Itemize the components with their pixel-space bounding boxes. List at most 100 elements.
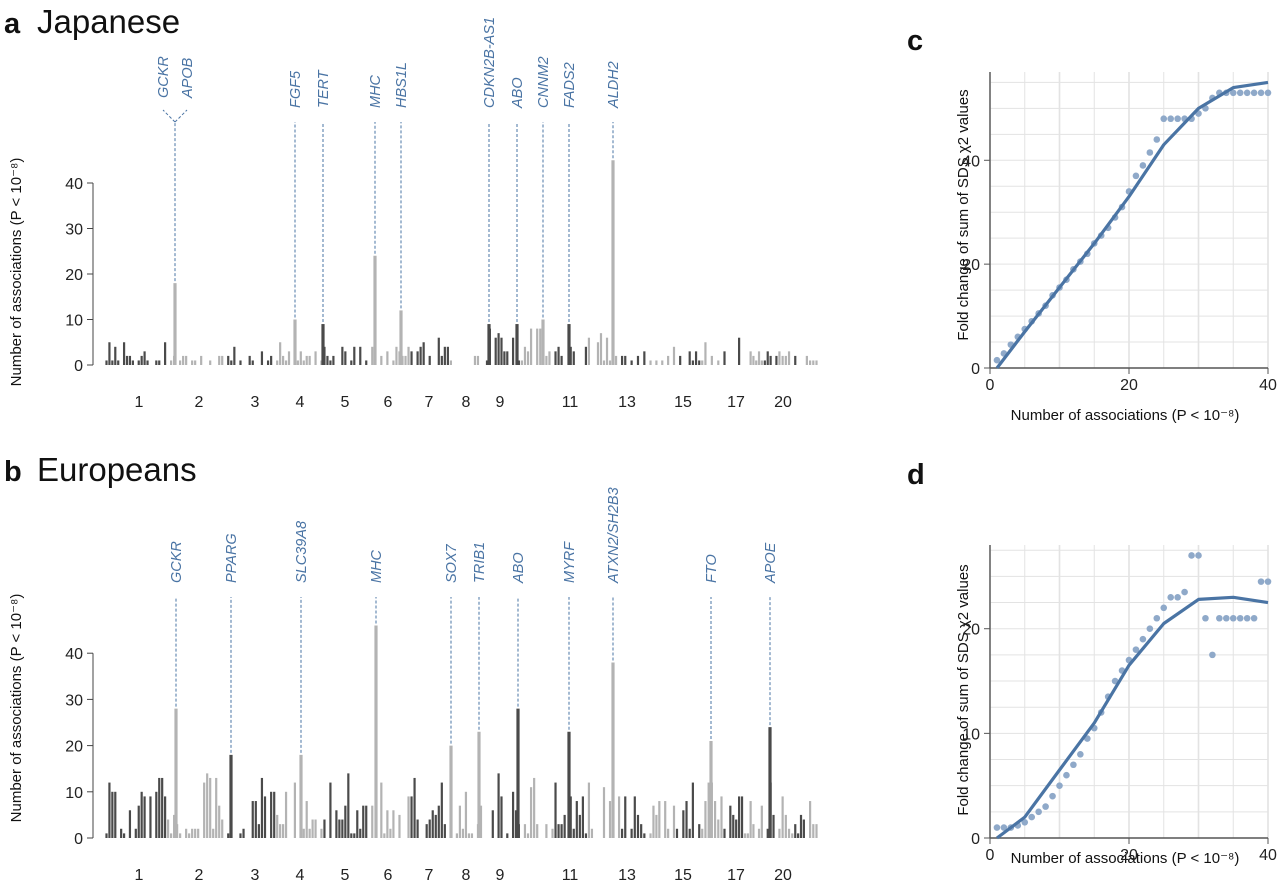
x-tick-label: 15 [674,867,692,884]
gene-label: FGF5 [288,70,304,108]
gene-label: HBS1L [394,62,410,108]
data-point [1236,614,1244,622]
x-tick-label: 13 [618,867,636,884]
panel-d-letter: d [907,459,925,491]
data-point [1236,89,1244,97]
data-point [1223,614,1230,622]
x-tick-label: 6 [384,867,393,884]
x-tick-label: 4 [296,394,305,411]
data-point [1229,614,1237,622]
panel-a-title: Japanese [37,3,180,40]
x-tick-label: 3 [251,867,260,884]
y-tick-label: 30 [65,222,83,239]
data-point [1257,89,1265,97]
gene-connector [174,109,188,123]
x-tick-label: 8 [462,867,471,884]
gene-label: GCKR [169,541,185,583]
x-tick-label: 8 [462,394,471,411]
panel-a-manhattan: 0 10 20 30 40 GCKR APOB FGF5 TERT MHC HBS1L CDKN2B-… [65,17,818,411]
x-tick-label: 4 [296,867,305,884]
x-tick-label: 1 [135,867,144,884]
gene-label: CNNM2 [536,56,552,108]
data-point [1264,89,1272,97]
y-tick-label: 40 [65,176,83,193]
x-tick-label: 0 [986,847,995,864]
panel-c-letter: c [907,25,923,57]
y-tick-label: 20 [962,257,980,274]
x-tick-label: 2 [195,394,204,411]
data-point [1250,89,1258,97]
data-point [1195,552,1202,559]
data-point [1216,614,1223,622]
data-point [1132,172,1140,180]
y-tick-label: 40 [65,646,83,663]
y-tick-label: 0 [971,361,980,378]
y-tick-label: 20 [962,622,980,639]
data-point [1243,89,1251,97]
x-tick-label: 7 [425,867,434,884]
gene-label: ABO [510,77,526,109]
x-tick-label: 20 [774,394,792,411]
data-point [1035,808,1042,816]
y-tick-label: 0 [971,831,980,848]
x-tick-label: 11 [562,394,579,411]
x-tick-label: 2 [195,867,204,884]
data-point [993,356,1001,364]
data-point [1160,115,1168,123]
data-point [1146,625,1154,633]
x-tick-label: 17 [727,867,745,884]
y-tick-label: 10 [962,726,980,743]
gene-label: FTO [704,554,720,583]
y-tick-label: 20 [65,739,83,756]
panel-c-xlabel: Number of associations (P < 10⁻⁸) [1011,407,1240,424]
x-tick-label: 11 [562,867,579,884]
data-point [1202,614,1209,622]
y-tick-label: 10 [65,785,83,802]
gene-label: ATXN2/SH2B3 [606,487,622,584]
gene-label: ABO [511,552,527,584]
data-point [1174,115,1181,123]
gene-label: APOE [763,542,779,584]
fit-line [995,80,1269,369]
data-point [1153,136,1161,143]
x-tick-label: 17 [727,394,745,411]
x-tick-label: 15 [674,394,692,411]
gene-label: MHC [369,549,385,583]
panel-c-ylabel: Fold change of sum of SDS χ2 values [955,89,972,340]
data-point [1257,578,1265,585]
x-tick-label: 5 [341,867,350,884]
x-tick-label: 1 [135,394,144,411]
gene-label: SLC39A8 [294,521,310,583]
panel-a-letter: a [4,8,21,40]
x-tick-label: 20 [1120,377,1138,394]
gene-label: PPARG [224,533,240,583]
x-tick-label: 9 [496,394,505,411]
data-point [1000,824,1008,831]
data-point [1077,750,1084,758]
data-point [1139,635,1147,643]
y-tick-label: 20 [65,267,83,284]
data-point [1229,89,1237,97]
data-point [1167,594,1174,601]
data-point [1174,594,1181,601]
data-point [1056,782,1063,789]
panel-b-letter: b [4,456,22,488]
gene-label: GCKR [156,56,172,98]
data-point [1042,803,1049,810]
data-point [1146,149,1154,156]
gene-label: MHC [368,74,384,108]
fit-line [996,595,1269,840]
gene-label: MYRF [562,541,578,583]
y-tick-label: 0 [74,358,83,375]
x-tick-label: 20 [774,867,792,884]
panel-d-scatter: 0 10 20 0 20 40 [962,545,1277,864]
panel-b-manhattan: 0 10 20 30 40 GCKR PPARG SLC39A8 MHC SOX7 TRIB1 ABO… [65,487,818,884]
data-point [1243,614,1251,622]
x-tick-label: 5 [341,394,350,411]
data-point [1028,813,1035,821]
data-point [1021,819,1029,826]
data-point [1153,614,1161,622]
data-point [1049,792,1056,800]
x-tick-label: 0 [986,377,995,394]
